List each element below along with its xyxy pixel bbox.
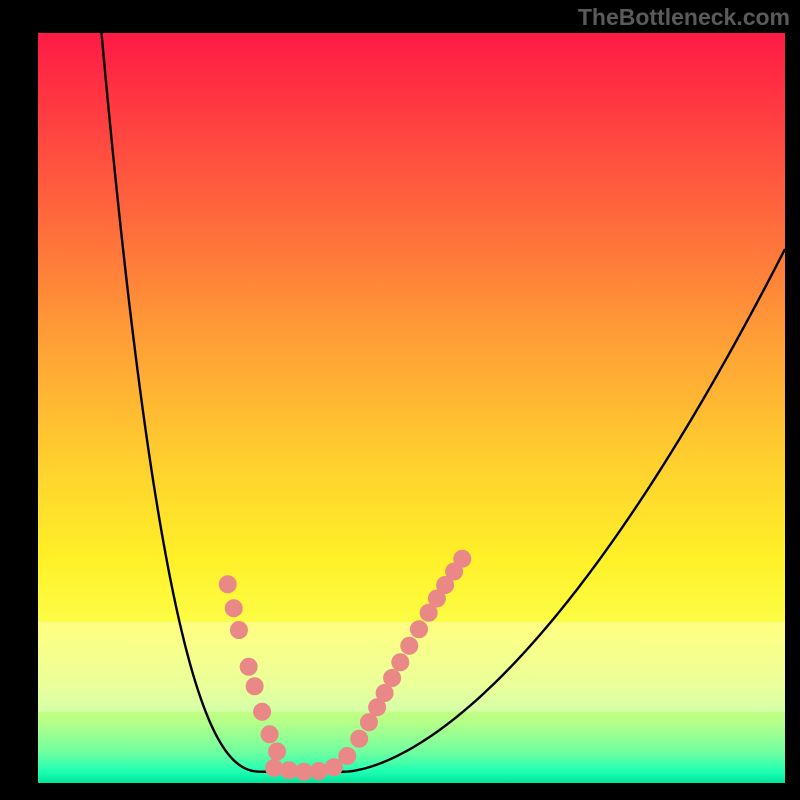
marker-bottom-3 bbox=[310, 762, 328, 780]
marker-right-4 bbox=[383, 669, 401, 687]
marker-left-3 bbox=[240, 658, 258, 676]
marker-left-7 bbox=[268, 743, 286, 761]
marker-left-5 bbox=[253, 703, 271, 721]
marker-left-2 bbox=[230, 621, 248, 639]
pale-band bbox=[38, 622, 785, 712]
marker-right-0 bbox=[350, 730, 368, 748]
marker-right-12 bbox=[453, 550, 471, 568]
marker-left-6 bbox=[261, 725, 279, 743]
plot-svg bbox=[0, 0, 800, 800]
marker-right-5 bbox=[391, 653, 409, 671]
marker-bottom-5 bbox=[338, 747, 356, 765]
watermark: TheBottleneck.com bbox=[578, 4, 790, 31]
marker-left-0 bbox=[219, 575, 237, 593]
marker-left-4 bbox=[246, 677, 264, 695]
marker-right-7 bbox=[410, 620, 428, 638]
marker-left-1 bbox=[225, 599, 243, 617]
marker-right-6 bbox=[400, 637, 418, 655]
